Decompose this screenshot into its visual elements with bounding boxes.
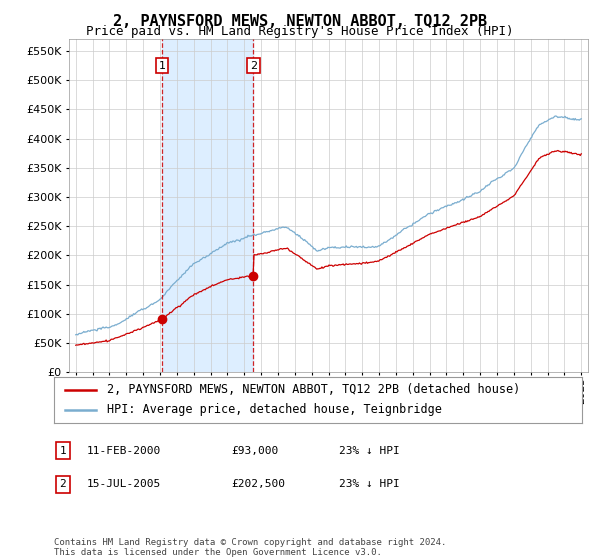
Text: 11-FEB-2000: 11-FEB-2000 xyxy=(87,446,161,456)
Text: £93,000: £93,000 xyxy=(231,446,278,456)
Text: 1: 1 xyxy=(59,446,67,456)
Text: 2, PAYNSFORD MEWS, NEWTON ABBOT, TQ12 2PB (detached house): 2, PAYNSFORD MEWS, NEWTON ABBOT, TQ12 2P… xyxy=(107,383,520,396)
Text: 2, PAYNSFORD MEWS, NEWTON ABBOT, TQ12 2PB: 2, PAYNSFORD MEWS, NEWTON ABBOT, TQ12 2P… xyxy=(113,14,487,29)
Text: £202,500: £202,500 xyxy=(231,479,285,489)
Text: HPI: Average price, detached house, Teignbridge: HPI: Average price, detached house, Teig… xyxy=(107,403,442,417)
Text: 2: 2 xyxy=(59,479,67,489)
Text: 23% ↓ HPI: 23% ↓ HPI xyxy=(339,446,400,456)
Text: 2: 2 xyxy=(250,60,257,71)
Text: Price paid vs. HM Land Registry's House Price Index (HPI): Price paid vs. HM Land Registry's House … xyxy=(86,25,514,38)
Text: Contains HM Land Registry data © Crown copyright and database right 2024.
This d: Contains HM Land Registry data © Crown c… xyxy=(54,538,446,557)
Text: 15-JUL-2005: 15-JUL-2005 xyxy=(87,479,161,489)
Text: 1: 1 xyxy=(158,60,166,71)
Bar xyxy=(162,39,253,372)
Text: 23% ↓ HPI: 23% ↓ HPI xyxy=(339,479,400,489)
